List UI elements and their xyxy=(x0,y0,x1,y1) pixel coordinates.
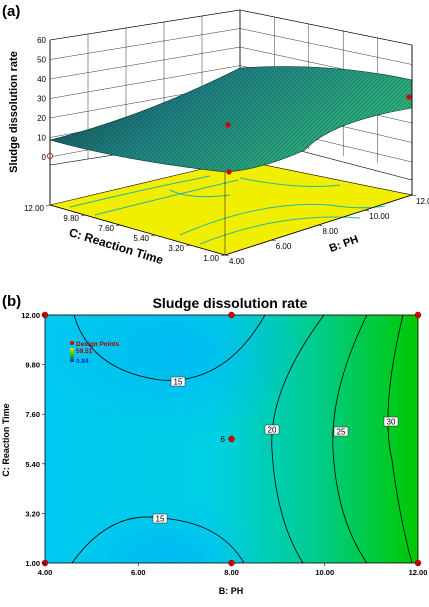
b-axis-label: B: PH xyxy=(328,233,360,255)
wall-gridline xyxy=(49,65,241,99)
z-tick-label: 50 xyxy=(37,56,46,65)
y-tick-label: 7.60 xyxy=(25,410,40,419)
design-point xyxy=(406,94,412,100)
wall-gridline xyxy=(49,28,241,60)
front-axes xyxy=(49,40,413,256)
svg-text:25: 25 xyxy=(337,428,346,437)
contour-labels: 15 15 20 25 30 xyxy=(152,376,399,524)
svg-text:20: 20 xyxy=(268,426,277,435)
c-tick-label: 5.40 xyxy=(133,234,149,243)
b-tick-label: 10.00 xyxy=(369,212,390,221)
x-tick-label: 12.00 xyxy=(409,568,428,577)
contour-line-30 xyxy=(387,314,413,564)
c-tick-label: 7.60 xyxy=(98,224,114,233)
design-point xyxy=(228,311,235,319)
legend-color-bar xyxy=(70,348,74,362)
contour-label: 30 xyxy=(383,416,399,427)
svg-text:15: 15 xyxy=(174,378,183,387)
z-tick-label: 60 xyxy=(37,36,46,45)
design-point xyxy=(225,122,231,128)
contour-label: 15 xyxy=(170,376,186,387)
design-point-legend-icon xyxy=(70,341,74,345)
wall-gridline xyxy=(239,28,413,65)
x-tick-label: 4.00 xyxy=(38,568,53,577)
legend: Design Points 59.51 0.84 xyxy=(70,341,120,365)
contour-label: 15 xyxy=(152,513,168,524)
x-tick-label: 6.00 xyxy=(131,568,146,577)
floor-projection xyxy=(48,159,414,256)
center-point-label: 6 xyxy=(221,435,226,444)
contour-label: 20 xyxy=(264,424,280,435)
y-tick-label: 1.00 xyxy=(25,559,40,568)
b-tick-label: 12.00 xyxy=(416,197,429,206)
contour-line-25 xyxy=(332,314,368,564)
svg-text:15: 15 xyxy=(156,515,165,524)
panel-a-label: (a) xyxy=(2,3,20,20)
wall-gridline xyxy=(49,9,241,41)
contour-panel: (b) Sludge dissolution rate 15 15 20 25 30 6… xyxy=(0,290,429,602)
design-point xyxy=(414,311,422,319)
c-axis-ticks: 12.00 9.80 7.60 5.40 3.20 1.00 xyxy=(24,204,226,263)
c-tick-label: 12.00 xyxy=(24,204,45,213)
x-axis-label: B: PH xyxy=(219,586,244,596)
legend-min: 0.84 xyxy=(76,358,89,365)
y-axis-label: C: Reaction Time xyxy=(1,403,11,476)
contour-label: 25 xyxy=(333,426,349,437)
legend-title: Design Points xyxy=(76,341,120,348)
z-tick-label: 20 xyxy=(37,114,46,123)
y-tick-label: 12.00 xyxy=(21,311,40,320)
b-tick-label: 4.00 xyxy=(229,257,245,266)
z-tick-label: 0 xyxy=(42,153,47,162)
z-tick-label: 40 xyxy=(37,75,46,84)
b-tick-label: 8.00 xyxy=(323,227,339,236)
panel-b-label: (b) xyxy=(2,293,21,310)
y-tick-label: 3.20 xyxy=(25,509,40,518)
wall-gridline xyxy=(239,9,413,46)
y-tick-label: 5.40 xyxy=(25,460,40,469)
z-axis-ticks: 0 10 20 30 40 50 60 xyxy=(37,36,46,162)
contour-lines xyxy=(71,314,413,564)
legend-max: 59.51 xyxy=(76,348,93,355)
z-tick-label: 10 xyxy=(37,134,46,143)
x-tick-label: 8.00 xyxy=(224,568,239,577)
z-tick-label: 30 xyxy=(37,95,46,104)
contour-plot: (b) Sludge dissolution rate 15 15 20 25 30 6… xyxy=(1,293,428,596)
response-surface-panel: 0 10 20 30 40 50 60 12.00 9.80 7.60 5.40 3.20 1.00 … xyxy=(0,0,429,290)
b-tick-label: 6.00 xyxy=(276,242,292,251)
wall-gridline xyxy=(49,46,241,80)
z-axis-label: Sludge dissolution rate xyxy=(8,51,20,173)
y-tick-label: 9.80 xyxy=(25,361,40,370)
design-point xyxy=(226,169,232,175)
x-axis-ticks: 4.00 6.00 8.00 10.00 12.00 xyxy=(38,563,428,577)
design-point xyxy=(228,435,235,443)
contour-line-20 xyxy=(271,314,325,564)
contour-line-15-top xyxy=(73,314,266,381)
contour-title: Sludge dissolution rate xyxy=(153,295,308,311)
c-tick-label: 9.80 xyxy=(63,214,79,223)
c-tick-label: 3.20 xyxy=(168,244,184,253)
b-axis-ticks: 4.00 6.00 8.00 10.00 12.00 xyxy=(224,194,429,266)
y-axis-ticks: 1.00 3.20 5.40 7.60 9.80 12.00 xyxy=(21,311,45,568)
c-tick-label: 1.00 xyxy=(203,254,219,263)
x-tick-label: 10.00 xyxy=(315,568,334,577)
response-surface xyxy=(48,66,413,173)
svg-text:30: 30 xyxy=(387,418,396,427)
